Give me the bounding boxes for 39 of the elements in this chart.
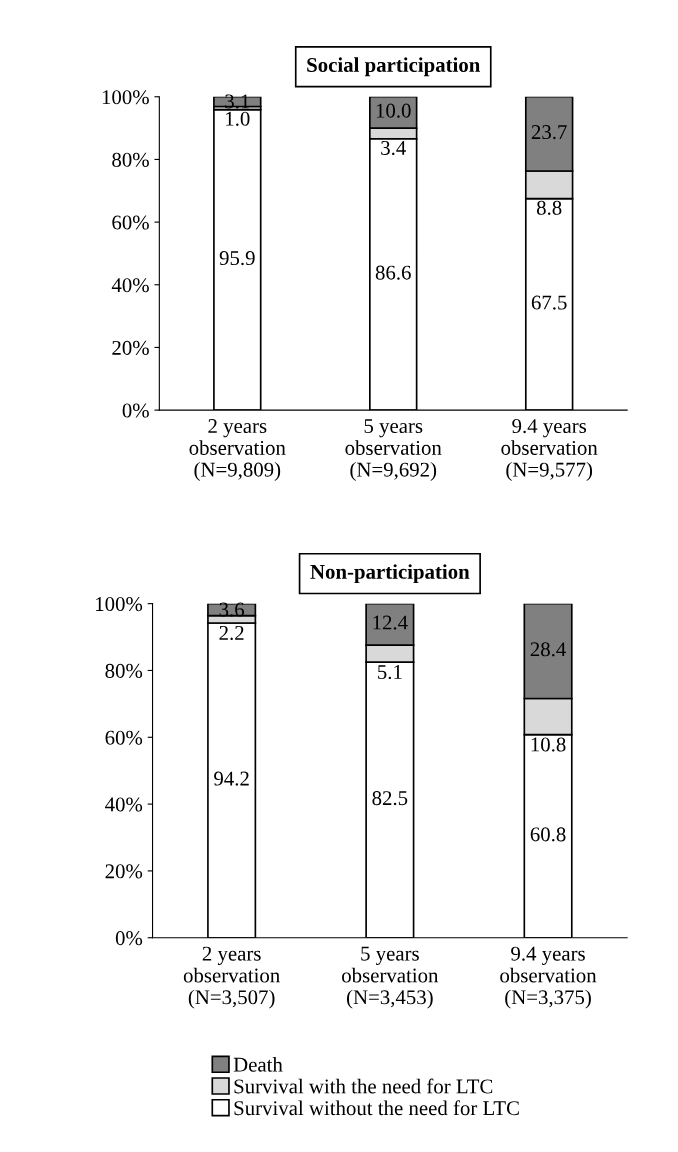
x-tick-label: 2 years observation (N=9,809): [189, 419, 286, 481]
data-label: 28.4: [530, 642, 566, 657]
data-label: 12.4: [373, 615, 408, 630]
legend-label: Death: [233, 1057, 283, 1072]
x-tick-label: 9.4 years observation (N=9,577): [501, 419, 598, 481]
x-tick-label: 2 years observation (N=3,507): [183, 946, 280, 1009]
y-tick-label: 0%: [122, 403, 149, 418]
y-tick-label: 40%: [105, 797, 143, 812]
legend-label: Survival without the need for LTC: [234, 1100, 519, 1116]
data-label: 10.0: [376, 103, 411, 118]
y-tick-label: 40%: [111, 278, 149, 293]
y-tick-label: 80%: [112, 152, 149, 167]
chart-title: Social participation: [307, 57, 481, 77]
data-label: 2.2: [219, 625, 244, 641]
data-label: 60.8: [530, 827, 566, 842]
x-tick-label: 5 years observation (N=9,692): [345, 419, 442, 481]
y-tick-label: 0%: [115, 931, 143, 946]
y-tick-label: 100%: [102, 90, 149, 105]
data-label: 8.8: [536, 200, 562, 215]
data-label: 86.6: [375, 265, 411, 280]
legend-label: Survival with the need for LTC: [234, 1078, 493, 1094]
x-tick-label: 9.4 years observation (N=3,375): [500, 946, 597, 1009]
y-tick-label: 100%: [96, 597, 143, 612]
data-label: 67.5: [531, 295, 567, 310]
y-tick-label: 20%: [112, 340, 149, 355]
data-label: 23.7: [531, 125, 567, 140]
y-tick-label: 60%: [105, 730, 143, 745]
x-tick-label: 5 years observation (N=3,453): [342, 946, 439, 1009]
data-label: 10.8: [531, 737, 566, 752]
data-label: 94.2: [214, 771, 249, 786]
y-tick-label: 20%: [105, 864, 143, 879]
data-label: 95.9: [219, 251, 255, 266]
data-label: 1.0: [226, 111, 250, 126]
y-tick-label: 80%: [105, 663, 143, 678]
data-label: 82.5: [372, 791, 408, 806]
chart-title: Non-participation: [310, 564, 470, 584]
data-label: 5.1: [378, 665, 402, 680]
data-label: 3.4: [381, 140, 406, 156]
y-tick-label: 60%: [112, 215, 149, 230]
